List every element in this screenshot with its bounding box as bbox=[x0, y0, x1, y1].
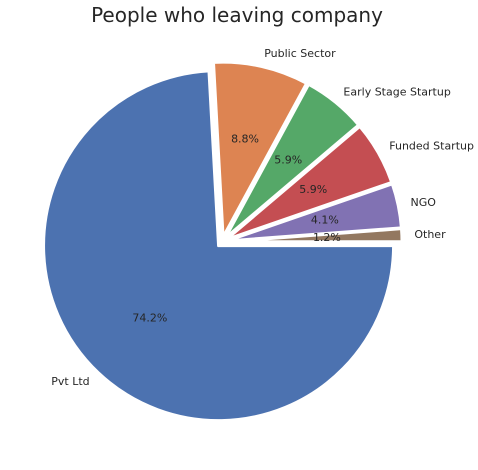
slice-label-other: Other bbox=[414, 228, 446, 241]
slice-percent-ngo: 4.1% bbox=[311, 214, 339, 227]
pie-slice-early-stage-startup bbox=[223, 82, 361, 240]
pie-slices bbox=[42, 60, 404, 423]
pie-slice-other bbox=[225, 227, 404, 244]
slice-percent-early-stage-startup: 5.9% bbox=[274, 154, 302, 167]
slice-percent-pvt-ltd: 74.2% bbox=[132, 311, 167, 324]
slice-label-pvt-ltd: Pvt Ltd bbox=[51, 375, 89, 388]
slice-label-ngo: NGO bbox=[411, 196, 437, 209]
slice-percent-public-sector: 8.8% bbox=[231, 133, 259, 146]
slice-percent-other: 1.2% bbox=[313, 231, 341, 244]
slice-percent-funded-startup: 5.9% bbox=[299, 183, 327, 196]
slice-label-public-sector: Public Sector bbox=[264, 47, 336, 60]
pie-labels: Pvt Ltd 74.2% Public Sector 8.8% Early Stage… bbox=[51, 47, 474, 388]
slice-label-funded-startup: Funded Startup bbox=[389, 140, 474, 153]
slice-label-early-stage-startup: Early Stage Startup bbox=[343, 86, 450, 99]
pie-slice-public-sector bbox=[211, 60, 309, 239]
pie-slice-pvt-ltd bbox=[42, 69, 396, 423]
pie-slice-funded-startup bbox=[224, 124, 394, 242]
chart-title: People who leaving company bbox=[91, 3, 383, 27]
